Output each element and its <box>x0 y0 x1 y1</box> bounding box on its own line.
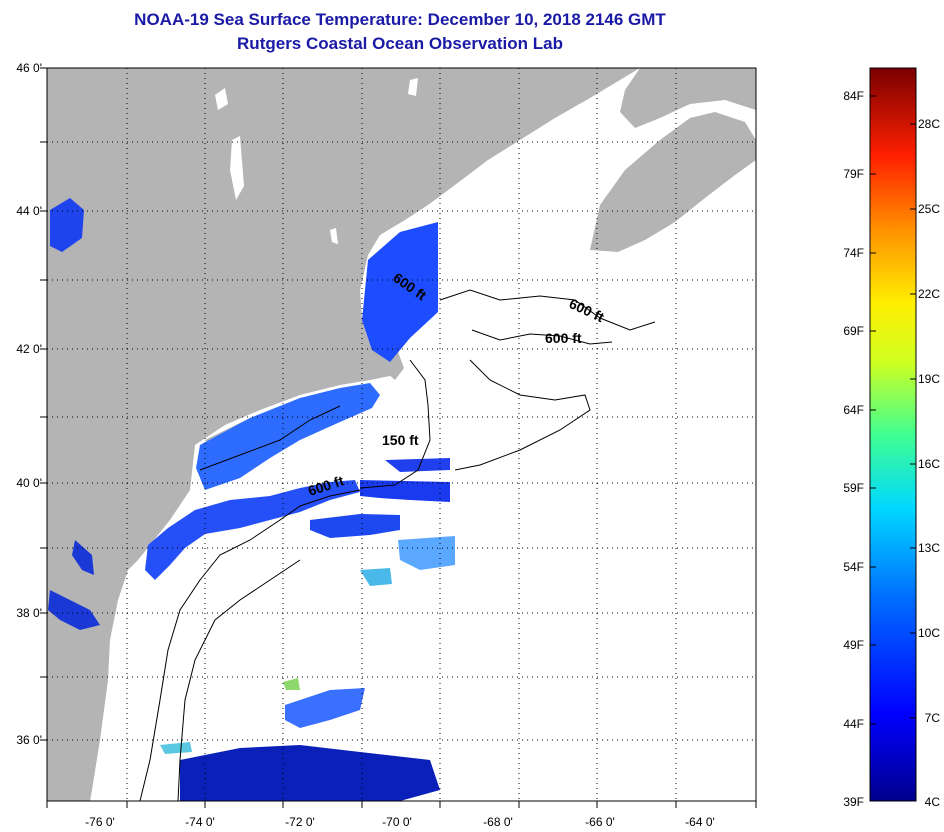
lat-label: 36 0' <box>16 733 42 747</box>
colorbar-c-label: 28C <box>918 117 940 131</box>
lat-label: 46 0' <box>16 61 42 75</box>
lon-label: -64 0' <box>685 815 715 829</box>
lon-label: -66 0' <box>585 815 615 829</box>
sst-patch-south-2 <box>180 745 440 801</box>
colorbar-f-label: 49F <box>843 638 864 652</box>
colorbar-c-label: 7C <box>925 711 941 725</box>
map-frame <box>46 67 757 802</box>
colorbar-c-label: 25C <box>918 202 940 216</box>
sst-patch-gulf-of-maine <box>362 222 438 362</box>
lon-label: -76 0' <box>85 815 115 829</box>
sst-patch-warm-core <box>398 536 455 570</box>
lon-label: -74 0' <box>185 815 215 829</box>
sst-patch-chesapeake <box>48 590 100 630</box>
lon-label: -72 0' <box>285 815 315 829</box>
colorbar-f-label: 39F <box>843 795 864 809</box>
land-nova-scotia <box>590 112 756 252</box>
colorbar-c-label: 19C <box>918 372 940 386</box>
lon-label: -68 0' <box>483 815 513 829</box>
map-title: NOAA-19 Sea Surface Temperature: Decembe… <box>134 10 666 29</box>
depth-contours <box>139 289 656 801</box>
lat-label: 44 0' <box>16 204 42 218</box>
colorbar-c-label: 16C <box>918 457 940 471</box>
colorbar-f-label: 74F <box>843 246 864 260</box>
sst-patch-offshore-bands <box>360 480 450 502</box>
lat-label: 38 0' <box>16 606 42 620</box>
colorbar-f-label: 54F <box>843 560 864 574</box>
map-subtitle: Rutgers Coastal Ocean Observation Lab <box>237 34 563 53</box>
colorbar-c-label: 4C <box>925 795 941 809</box>
land-canada <box>620 68 756 128</box>
colorbar-f-label: 69F <box>843 324 864 338</box>
lon-label: -70 0' <box>382 815 412 829</box>
colorbar-c-label: 22C <box>918 287 940 301</box>
axis-ticks <box>40 67 757 808</box>
lat-label: 42 0' <box>16 342 42 356</box>
sst-patch-delaware <box>72 540 94 575</box>
sst-patch-southern-new-england <box>196 383 380 490</box>
sst-patch-south-1 <box>285 688 365 728</box>
land-us-northeast <box>47 68 640 801</box>
colorbar-f-label: 79F <box>843 167 864 181</box>
colorbar-f-label: 59F <box>843 481 864 495</box>
colorbar-ticks <box>870 95 916 725</box>
sst-patch-georges-east <box>385 458 450 472</box>
colorbar-f-label: 84F <box>843 89 864 103</box>
sst-patch-warm-small <box>360 568 392 586</box>
sst-patch-lake <box>50 198 84 252</box>
lat-label: 40 0' <box>16 476 42 490</box>
colorbar-c-label: 10C <box>918 626 940 640</box>
lat-lon-grid <box>47 68 756 801</box>
sst-patch-south-3 <box>160 742 192 754</box>
colorbar-f-label: 44F <box>843 717 864 731</box>
contour-label: 150 ft <box>382 432 419 448</box>
contour-label: 600 ft <box>545 330 582 346</box>
colorbar <box>869 67 917 802</box>
colorbar-c-label: 13C <box>918 541 940 555</box>
colorbar-f-label: 64F <box>843 403 864 417</box>
sst-patch-south-4 <box>283 678 300 690</box>
sst-patch-south-5 <box>310 514 400 538</box>
sst-patch-new-jersey-shelf <box>145 480 360 580</box>
